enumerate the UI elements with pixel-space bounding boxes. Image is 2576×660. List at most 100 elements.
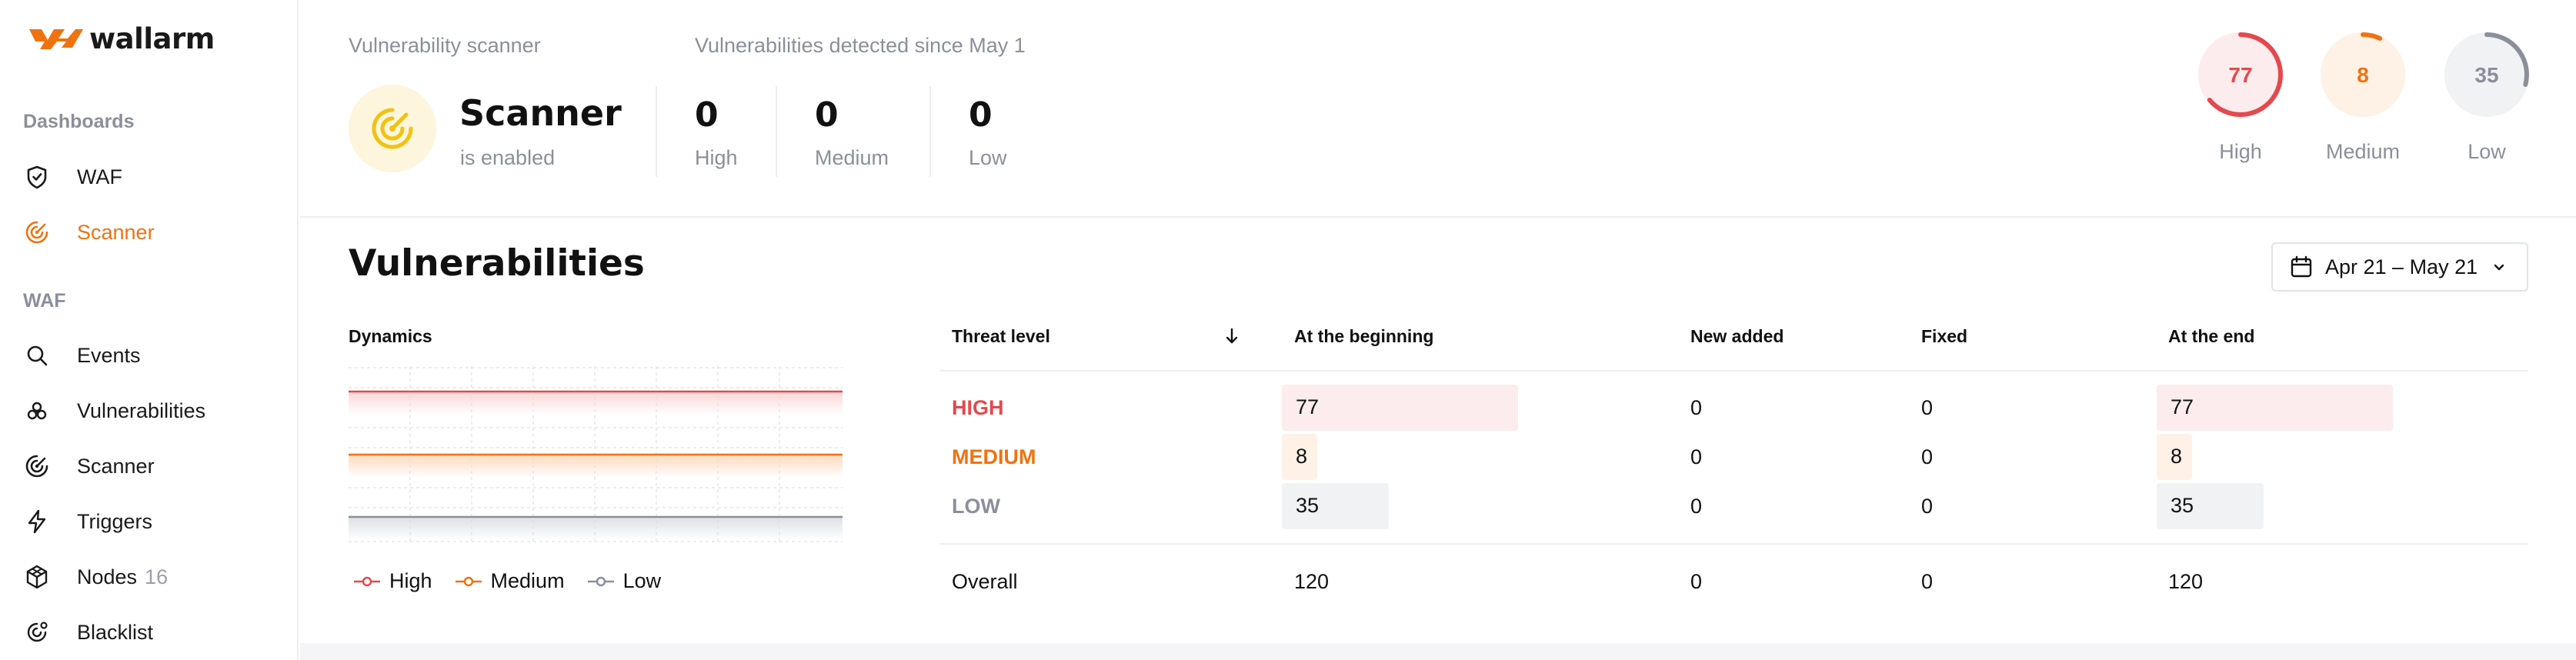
end-value: 77 bbox=[2171, 395, 2194, 418]
page-title: Vulnerabilities bbox=[349, 242, 645, 285]
sidebar-item-label: Scanner bbox=[77, 454, 155, 478]
medium-series-area bbox=[349, 455, 843, 478]
gauge-medium[interactable]: 8 bbox=[2319, 31, 2407, 118]
sidebar: wallarm Dashboards WAF Scanner WAF Event… bbox=[0, 0, 299, 660]
column-header-threat-level[interactable]: Threat level bbox=[952, 326, 1050, 346]
legend-item-medium[interactable]: Medium bbox=[455, 569, 565, 593]
end-value-bar: 35 bbox=[2157, 483, 2264, 529]
sidebar-item-vulnerabilities[interactable]: Vulnerabilities bbox=[23, 389, 277, 432]
scanner-status-text: is enabled bbox=[460, 146, 556, 169]
sidebar-item-label: Triggers bbox=[77, 509, 153, 533]
beginning-value-bar: 77 bbox=[1282, 385, 1518, 431]
lightning-icon bbox=[23, 508, 51, 535]
sidebar-item-label: Events bbox=[77, 343, 141, 367]
blacklist-icon bbox=[23, 618, 51, 646]
legend-marker-high bbox=[354, 576, 380, 586]
threat-level-label: LOW bbox=[952, 495, 1000, 518]
detected-low-count: 0 bbox=[969, 95, 993, 135]
sort-arrow-down-icon[interactable] bbox=[1223, 326, 1240, 346]
table-divider bbox=[940, 370, 2528, 372]
end-value: 8 bbox=[2171, 445, 2183, 468]
wallarm-logo-icon bbox=[29, 29, 83, 49]
overall-end-value: 120 bbox=[2168, 570, 2204, 593]
table-divider bbox=[940, 543, 2528, 545]
scanner-status-badge bbox=[349, 85, 436, 172]
column-header-at-beginning: At the beginning bbox=[1294, 326, 1434, 346]
divider bbox=[776, 86, 777, 177]
gauge-high[interactable]: 77 bbox=[2197, 31, 2284, 118]
legend-label: High bbox=[389, 569, 432, 592]
beginning-value: 35 bbox=[1296, 494, 1320, 517]
beginning-value: 77 bbox=[1296, 395, 1320, 418]
scanner-summary-header: Vulnerability scanner Vulnerabilities de… bbox=[300, 0, 2576, 218]
sidebar-item-label: Scanner bbox=[77, 220, 155, 244]
nodes-count-badge: 16 bbox=[145, 565, 169, 588]
scanner-badge-icon bbox=[372, 108, 413, 149]
beginning-value: 8 bbox=[1296, 445, 1308, 468]
detected-medium-count: 0 bbox=[815, 95, 839, 135]
nodes-icon bbox=[23, 563, 51, 591]
legend-label: Low bbox=[622, 569, 662, 592]
sidebar-item-label: Vulnerabilities bbox=[77, 398, 206, 422]
wallarm-logo[interactable]: wallarm bbox=[28, 22, 215, 55]
overall-beginning-value: 120 bbox=[1294, 570, 1330, 593]
column-header-fixed: Fixed bbox=[1921, 326, 1968, 346]
fixed-value: 0 bbox=[1921, 396, 1934, 419]
column-header-at-end: At the end bbox=[2168, 326, 2255, 346]
legend-label: Medium bbox=[490, 569, 565, 592]
detected-section-label: Vulnerabilities detected since May 1 bbox=[695, 34, 1026, 57]
detected-high-label: High bbox=[695, 146, 738, 169]
page-footer-strip bbox=[300, 643, 2576, 660]
fixed-value: 0 bbox=[1921, 445, 1934, 468]
biohazard-icon bbox=[23, 397, 51, 425]
detected-medium-label: Medium bbox=[815, 146, 889, 169]
sidebar-item-label: Nodes bbox=[77, 565, 138, 588]
chart-legend: High Medium Low bbox=[354, 569, 684, 593]
search-icon bbox=[23, 342, 51, 369]
legend-item-high[interactable]: High bbox=[354, 569, 432, 593]
gauge-low-value: 35 bbox=[2474, 63, 2498, 87]
section-title-waf: WAF bbox=[23, 290, 66, 312]
new-added-value: 0 bbox=[1690, 445, 1703, 468]
low-series-area bbox=[349, 517, 843, 540]
divider bbox=[656, 86, 657, 177]
new-added-value: 0 bbox=[1690, 396, 1703, 419]
fixed-value: 0 bbox=[1921, 495, 1934, 518]
sidebar-item-scanner-dashboard[interactable]: Scanner bbox=[23, 211, 277, 254]
sidebar-item-waf-dashboard[interactable]: WAF bbox=[23, 155, 277, 198]
gauge-low-label: Low bbox=[2468, 140, 2506, 163]
legend-marker-low bbox=[587, 576, 614, 586]
dynamics-chart bbox=[349, 366, 843, 543]
scanner-title: Scanner bbox=[459, 92, 622, 134]
gauge-low[interactable]: 35 bbox=[2443, 31, 2531, 118]
gauge-high-value: 77 bbox=[2228, 63, 2252, 87]
legend-marker-medium bbox=[455, 576, 482, 586]
section-title-dashboards: Dashboards bbox=[23, 111, 135, 132]
beginning-value-bar: 35 bbox=[1282, 483, 1389, 529]
overall-fixed-value: 0 bbox=[1921, 570, 1934, 593]
scanner-icon bbox=[23, 218, 51, 246]
new-added-value: 0 bbox=[1690, 495, 1703, 518]
sidebar-item-triggers[interactable]: Triggers bbox=[23, 500, 277, 543]
sidebar-item-scanner[interactable]: Scanner bbox=[23, 445, 277, 488]
beginning-value-bar: 8 bbox=[1282, 434, 1317, 480]
divider bbox=[929, 86, 931, 177]
sidebar-item-nodes[interactable]: Nodes 16 bbox=[23, 555, 277, 598]
legend-item-low[interactable]: Low bbox=[587, 569, 662, 593]
scanner-section-label: Vulnerability scanner bbox=[349, 34, 541, 57]
date-range-picker[interactable]: Apr 21 – May 21 bbox=[2271, 242, 2528, 292]
shield-icon bbox=[23, 163, 51, 191]
overall-new-added-value: 0 bbox=[1690, 570, 1703, 593]
high-series-area bbox=[349, 392, 843, 415]
gauge-high-label: High bbox=[2219, 140, 2262, 163]
threat-level-label: MEDIUM bbox=[952, 445, 1036, 468]
sidebar-item-label: Blacklist bbox=[77, 620, 154, 644]
sidebar-item-events[interactable]: Events bbox=[23, 334, 277, 377]
sidebar-item-blacklist[interactable]: Blacklist bbox=[23, 611, 277, 654]
gauge-medium-label: Medium bbox=[2325, 140, 2401, 163]
dynamics-title: Dynamics bbox=[349, 326, 432, 346]
end-value: 35 bbox=[2171, 494, 2194, 517]
sidebar-item-label: WAF bbox=[77, 165, 122, 188]
calendar-icon bbox=[2291, 255, 2312, 278]
gauge-medium-value: 8 bbox=[2357, 63, 2369, 87]
